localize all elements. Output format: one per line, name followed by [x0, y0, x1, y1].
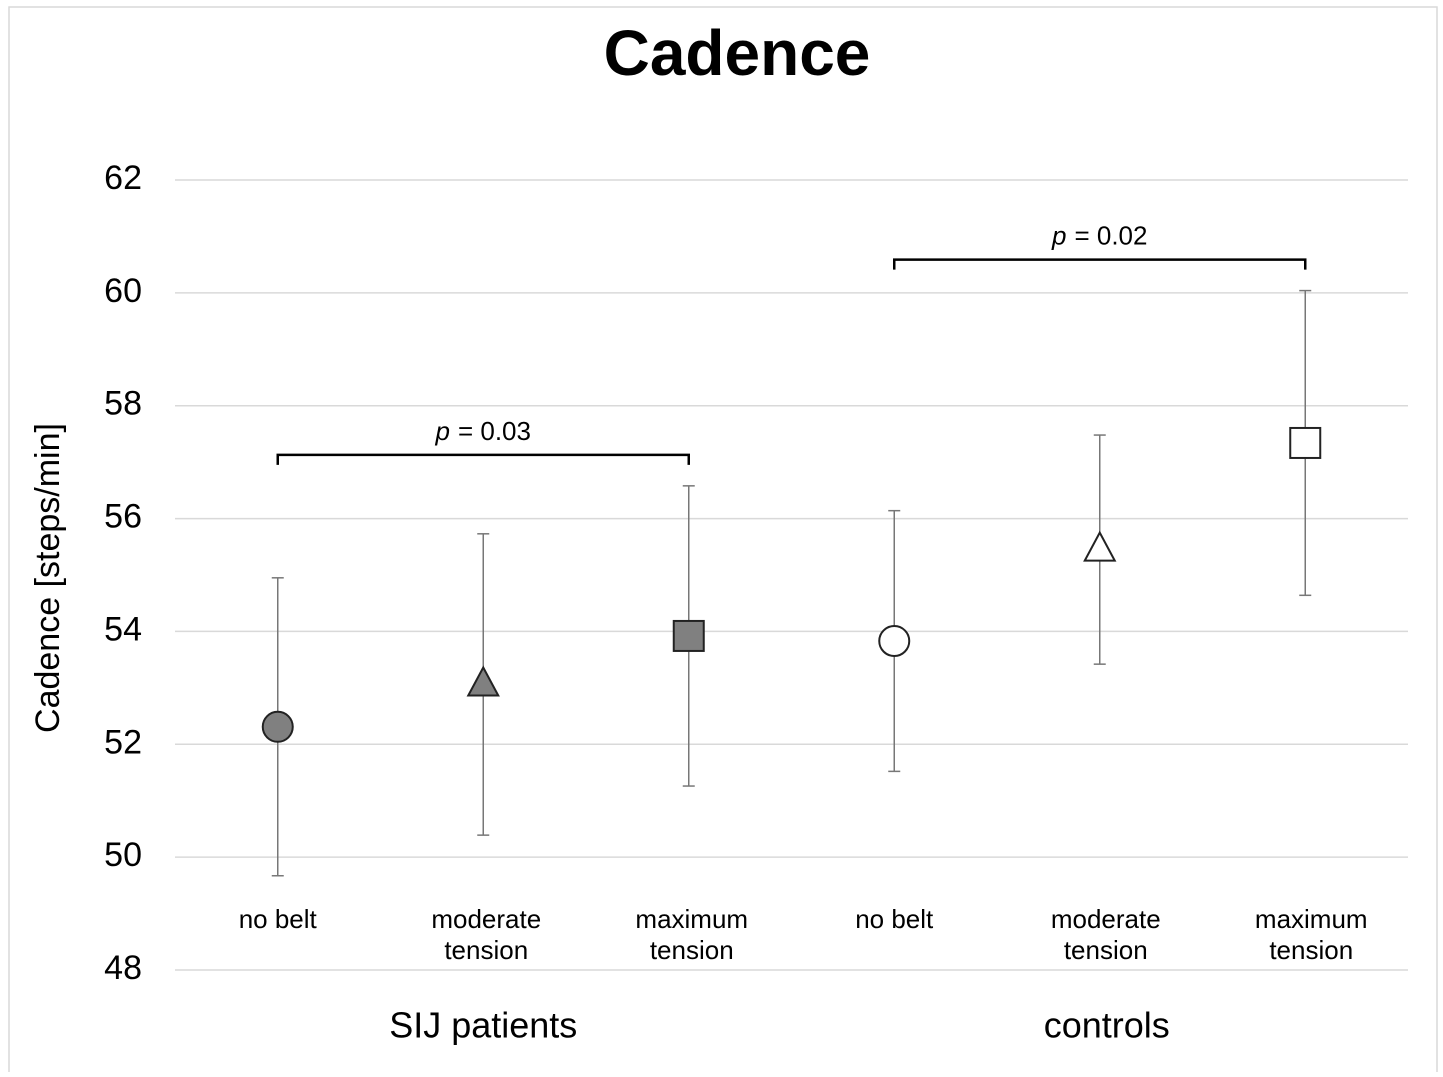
- significance-bracket: [276, 453, 690, 465]
- x-tick-label: tension: [1269, 935, 1353, 965]
- p-symbol: p: [435, 416, 450, 446]
- marker: [878, 625, 911, 658]
- significance-label: p = 0.02: [1051, 220, 1147, 250]
- y-tick-label: 60: [104, 272, 142, 310]
- y-tick-label: 54: [104, 610, 142, 648]
- x-tick-label: tension: [1064, 935, 1148, 965]
- marker: [1289, 426, 1322, 459]
- group-label: controls: [1044, 1005, 1170, 1046]
- y-tick-label: 50: [104, 836, 142, 874]
- x-tick-label: tension: [444, 935, 528, 965]
- chart-frame: [8, 6, 1438, 1077]
- y-axis-label: Cadence [steps/min]: [29, 423, 67, 733]
- marker: [466, 665, 500, 697]
- y-tick-label: 56: [104, 498, 142, 536]
- y-tick-label: 58: [104, 385, 142, 423]
- x-tick-label: moderate: [1051, 904, 1161, 934]
- chart-title: Cadence: [604, 17, 871, 89]
- group-label: SIJ patients: [389, 1005, 577, 1046]
- x-tick-label: moderate: [431, 904, 541, 934]
- y-tick-label: 48: [104, 949, 142, 987]
- x-tick-label: no belt: [239, 904, 318, 934]
- p-value: = 0.03: [458, 416, 531, 446]
- x-tick-label: no belt: [855, 904, 934, 934]
- marker: [1083, 530, 1117, 562]
- p-symbol: p: [1051, 220, 1066, 250]
- y-tick-label: 62: [104, 159, 142, 197]
- marker: [672, 619, 705, 652]
- x-tick-label: tension: [650, 935, 734, 965]
- marker: [261, 710, 294, 743]
- x-tick-label: maximum: [1255, 904, 1368, 934]
- significance-bracket: [893, 258, 1307, 270]
- significance-label: p = 0.03: [435, 416, 531, 446]
- y-tick-label: 52: [104, 723, 142, 761]
- p-value: = 0.02: [1074, 220, 1147, 250]
- x-tick-label: maximum: [635, 904, 748, 934]
